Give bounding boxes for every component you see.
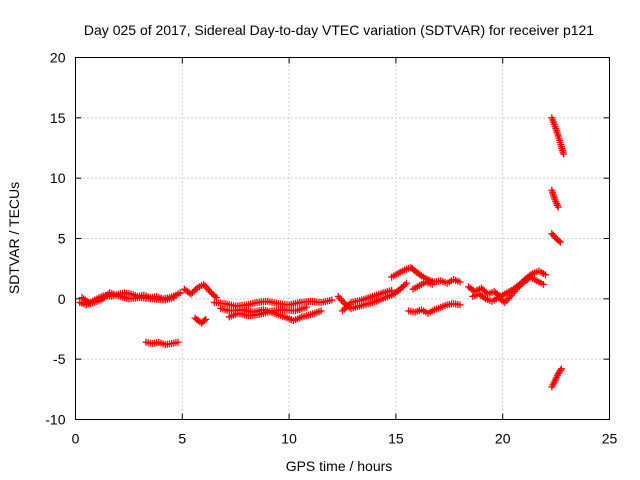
data-point-marker (539, 280, 547, 288)
y-tick-label: -5 (53, 351, 66, 367)
y-tick-label: 0 (58, 291, 66, 307)
data-point-marker (176, 289, 184, 297)
data-point-marker (541, 271, 549, 279)
data-point-marker (479, 285, 487, 293)
plot-frame (75, 57, 610, 420)
data-point-marker (428, 280, 436, 288)
data-point-marker (557, 365, 565, 373)
data-point-marker (188, 288, 196, 296)
data-point-marker (456, 278, 464, 286)
data-point-marker (515, 282, 523, 290)
data-point-marker (398, 284, 406, 292)
data-point-marker (555, 237, 563, 245)
data-point-marker (554, 203, 562, 211)
data-point-marker (517, 281, 525, 289)
x-tick-label: 10 (281, 431, 297, 447)
data-point-marker (480, 294, 488, 302)
data-point-marker (302, 303, 310, 311)
y-tick-label: 15 (50, 110, 66, 126)
data-point-marker (481, 287, 489, 295)
y-tick-label: 5 (58, 231, 66, 247)
x-tick-label: 25 (602, 431, 618, 447)
data-point-marker (174, 338, 182, 346)
x-tick-label: 5 (178, 431, 186, 447)
y-tick-label: -10 (45, 412, 65, 428)
tick-labels: 0 5 10 15 20 25 -10 -5 0 5 10 15 20 (45, 50, 617, 447)
data-point-marker (170, 294, 178, 302)
data-point-marker (416, 271, 424, 279)
data-point-marker (396, 285, 404, 293)
data-points (76, 114, 568, 391)
data-point-marker (456, 301, 464, 309)
y-tick-label: 20 (50, 50, 66, 66)
data-point-marker (388, 286, 396, 294)
data-point-marker (401, 281, 409, 289)
data-point-marker (560, 150, 568, 158)
data-point-marker (206, 288, 214, 296)
grid-lines (75, 57, 610, 420)
data-point-marker (556, 238, 564, 246)
y-tick-label: 10 (50, 170, 66, 186)
data-point-marker (399, 282, 407, 290)
x-tick-label: 0 (72, 431, 80, 447)
data-point-marker (200, 317, 208, 325)
data-point-marker (328, 296, 336, 304)
data-point-marker (209, 291, 217, 299)
data-point-marker (211, 292, 219, 300)
data-point-marker (208, 289, 216, 297)
data-point-marker (482, 288, 490, 296)
data-point-marker (192, 285, 200, 293)
x-tick-label: 20 (495, 431, 511, 447)
y-axis-label: SDTVAR / TECUs (6, 182, 22, 294)
data-point-marker (339, 307, 346, 315)
chart-title: Day 025 of 2017, Sidereal Day-to-day VTE… (84, 22, 594, 38)
x-tick-label: 15 (388, 431, 404, 447)
data-point-marker (187, 290, 195, 298)
data-point-marker (317, 307, 325, 315)
x-axis-label: GPS time / hours (286, 458, 393, 474)
data-point-marker (202, 315, 210, 323)
data-point-marker (556, 366, 564, 374)
data-point-marker (477, 284, 485, 292)
data-point-marker (403, 279, 411, 287)
data-point-marker (514, 284, 522, 292)
data-point-marker (190, 287, 198, 295)
